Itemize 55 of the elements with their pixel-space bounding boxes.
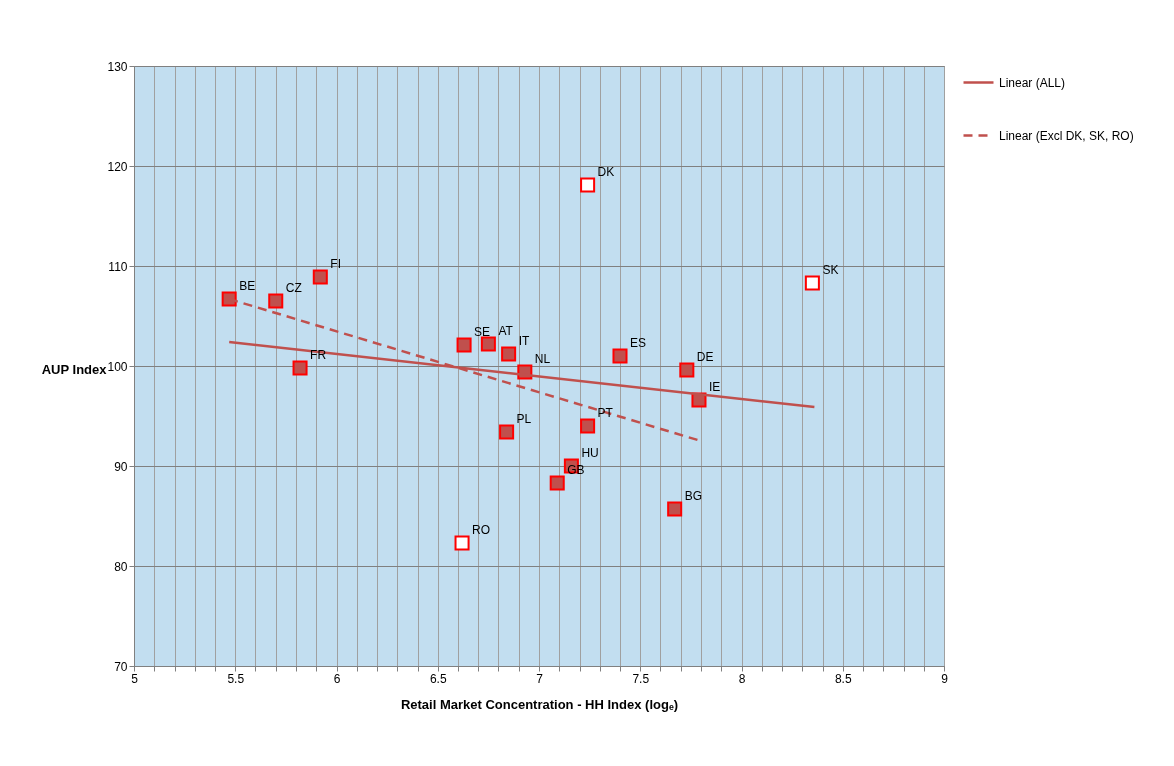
point: [454, 535, 470, 551]
annotation: AT: [498, 324, 514, 338]
annotation: BE: [239, 279, 256, 293]
x-tick-label: 7.5: [632, 671, 650, 686]
point: [679, 362, 695, 378]
point: [292, 360, 308, 376]
point: [268, 293, 284, 309]
point: [501, 346, 517, 362]
annotation: PT: [597, 406, 614, 420]
annotation: HU: [581, 446, 599, 460]
annotation: SE: [474, 325, 491, 339]
y-axis-title: AUP Index: [41, 361, 108, 377]
x-tick-label: 8.5: [834, 671, 852, 686]
point: [480, 336, 496, 352]
x-tick-label: 6.5: [429, 671, 447, 686]
point: [804, 275, 820, 291]
annotation: CZ: [285, 281, 302, 295]
y-tick-label: 120: [107, 159, 128, 174]
y-tick-label: 80: [114, 559, 128, 574]
point: [312, 269, 328, 285]
annotation: SK: [822, 263, 839, 277]
annotation: DK: [597, 165, 615, 179]
y-tick-label: 70: [114, 659, 128, 674]
annotation: PL: [516, 412, 532, 426]
annotation: DE: [696, 350, 714, 364]
point: [549, 475, 565, 491]
y-tick-label: 110: [108, 259, 128, 274]
point: [456, 337, 472, 353]
x-axis-title: Retail Market Concentration - HH Index (logₑ): [400, 696, 679, 712]
x-tick-label: 5.5: [227, 671, 245, 686]
y-tick-label: 130: [107, 59, 128, 74]
x-tick-label: 8: [738, 671, 746, 686]
point: [517, 364, 533, 380]
legend-label: Linear (Excl DK, SK, RO): [999, 128, 1134, 143]
y-tick-label: 90: [114, 459, 128, 474]
annotation: FI: [330, 257, 341, 271]
x-tick-label: 5: [131, 671, 139, 686]
annotation: RO: [472, 523, 491, 537]
x-tick-label: 9: [941, 671, 949, 686]
point: [221, 291, 237, 307]
point: [499, 424, 515, 440]
annotation: ES: [630, 336, 647, 350]
x-tick-label: 6: [333, 671, 341, 686]
annotation: IT: [518, 334, 530, 348]
point: [691, 392, 707, 408]
annotation: NL: [534, 352, 551, 366]
annotation: BG: [684, 489, 703, 503]
point: [580, 418, 596, 434]
point: [580, 177, 596, 193]
x-tick-label: 7: [536, 671, 544, 686]
point: [612, 348, 628, 364]
legend-label: Linear (ALL): [999, 75, 1066, 90]
point: [667, 501, 683, 517]
y-tick-label: 100: [107, 359, 128, 374]
annotation: IE: [708, 380, 721, 394]
